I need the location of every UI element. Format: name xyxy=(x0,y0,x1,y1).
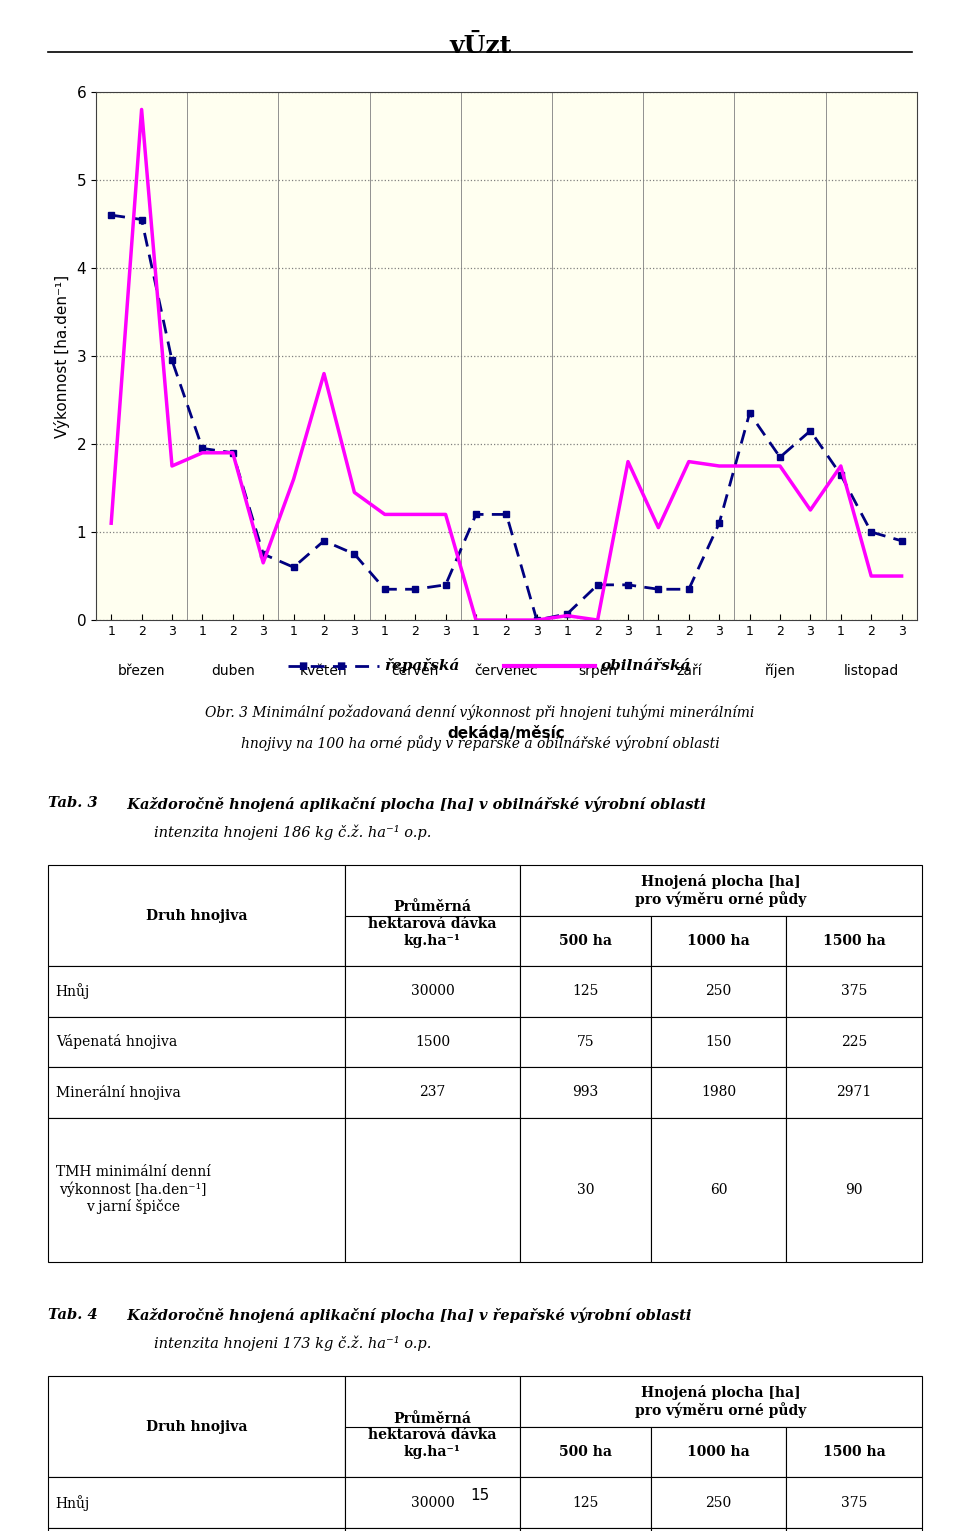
Text: vŪzt: vŪzt xyxy=(449,34,511,58)
Text: Vápenatá hnojiva: Vápenatá hnojiva xyxy=(56,1035,177,1049)
Text: 375: 375 xyxy=(841,1496,867,1510)
Text: 250: 250 xyxy=(706,984,732,998)
Text: intenzita hnojeni 186 kg č.ž. ha⁻¹ o.p.: intenzita hnojeni 186 kg č.ž. ha⁻¹ o.p. xyxy=(117,824,431,841)
Text: Tab. 4: Tab. 4 xyxy=(48,1307,98,1321)
Text: 30: 30 xyxy=(577,1182,594,1197)
Text: řepařská: řepařská xyxy=(384,658,460,674)
Y-axis label: Výkonnost [ha.den⁻¹]: Výkonnost [ha.den⁻¹] xyxy=(54,274,69,438)
Text: Průměrná
hektarová dávka: Průměrná hektarová dávka xyxy=(368,900,496,931)
Text: 500 ha: 500 ha xyxy=(559,934,612,948)
Text: Hnojená plocha [ha]
pro výměru orné půdy: Hnojená plocha [ha] pro výměru orné půdy xyxy=(635,1386,806,1418)
Text: 375: 375 xyxy=(841,984,867,998)
Text: 2971: 2971 xyxy=(836,1085,872,1099)
Text: 15: 15 xyxy=(470,1488,490,1503)
Text: 1500 ha: 1500 ha xyxy=(823,1445,885,1459)
Text: Hnojená plocha [ha]
pro výměru orné půdy: Hnojená plocha [ha] pro výměru orné půdy xyxy=(635,874,806,906)
Text: 125: 125 xyxy=(572,984,598,998)
Text: Druh hnojiva: Druh hnojiva xyxy=(146,908,248,923)
Text: Minerální hnojiva: Minerální hnojiva xyxy=(56,1085,180,1099)
Text: obilnářská: obilnářská xyxy=(600,658,690,674)
Text: Hnůj: Hnůj xyxy=(56,1494,90,1511)
Text: 1980: 1980 xyxy=(701,1085,736,1099)
Text: TMH minimální denní
výkonnost [ha.den⁻¹]
v jarní špičce: TMH minimální denní výkonnost [ha.den⁻¹]… xyxy=(56,1165,210,1214)
Text: Obr. 3 Minimální požadovaná denní výkonnost při hnojeni tuhými minerálními: Obr. 3 Minimální požadovaná denní výkonn… xyxy=(205,704,755,720)
Text: 1500: 1500 xyxy=(415,1035,450,1049)
Text: 993: 993 xyxy=(572,1085,598,1099)
Text: 75: 75 xyxy=(576,1035,594,1049)
Text: 30000: 30000 xyxy=(411,1496,454,1510)
Text: ■: ■ xyxy=(298,661,307,671)
Text: kg.ha⁻¹: kg.ha⁻¹ xyxy=(404,934,461,948)
Text: ■: ■ xyxy=(336,661,346,671)
Text: Každoročně hnojená aplikační plocha [ha] v obilnářské výrobní oblasti: Každoročně hnojená aplikační plocha [ha]… xyxy=(117,796,706,811)
Text: 30000: 30000 xyxy=(411,984,454,998)
Text: 150: 150 xyxy=(706,1035,732,1049)
Text: Každoročně hnojená aplikační plocha [ha] v řepařské výrobní oblasti: Každoročně hnojená aplikační plocha [ha]… xyxy=(117,1307,691,1323)
Text: Hnůj: Hnůj xyxy=(56,983,90,1000)
Text: hnojivy na 100 ha orné půdy v řepařské a obilnářské výrobní oblasti: hnojivy na 100 ha orné půdy v řepařské a… xyxy=(241,735,719,750)
Text: 1500 ha: 1500 ha xyxy=(823,934,885,948)
Text: 225: 225 xyxy=(841,1035,867,1049)
Text: intenzita hnojeni 173 kg č.ž. ha⁻¹ o.p.: intenzita hnojeni 173 kg č.ž. ha⁻¹ o.p. xyxy=(117,1337,431,1352)
Text: Druh hnojiva: Druh hnojiva xyxy=(146,1419,248,1435)
Text: Průměrná
hektarová dávka: Průměrná hektarová dávka xyxy=(368,1412,496,1442)
Text: dekáda/měsíc: dekáda/měsíc xyxy=(447,726,565,741)
Text: Tab. 3: Tab. 3 xyxy=(48,796,98,810)
Text: 90: 90 xyxy=(845,1182,863,1197)
Text: 125: 125 xyxy=(572,1496,598,1510)
Text: 500 ha: 500 ha xyxy=(559,1445,612,1459)
Text: 1000 ha: 1000 ha xyxy=(687,934,750,948)
Text: 237: 237 xyxy=(420,1085,445,1099)
Text: 250: 250 xyxy=(706,1496,732,1510)
Text: 60: 60 xyxy=(709,1182,728,1197)
Text: 1000 ha: 1000 ha xyxy=(687,1445,750,1459)
Text: kg.ha⁻¹: kg.ha⁻¹ xyxy=(404,1445,461,1459)
